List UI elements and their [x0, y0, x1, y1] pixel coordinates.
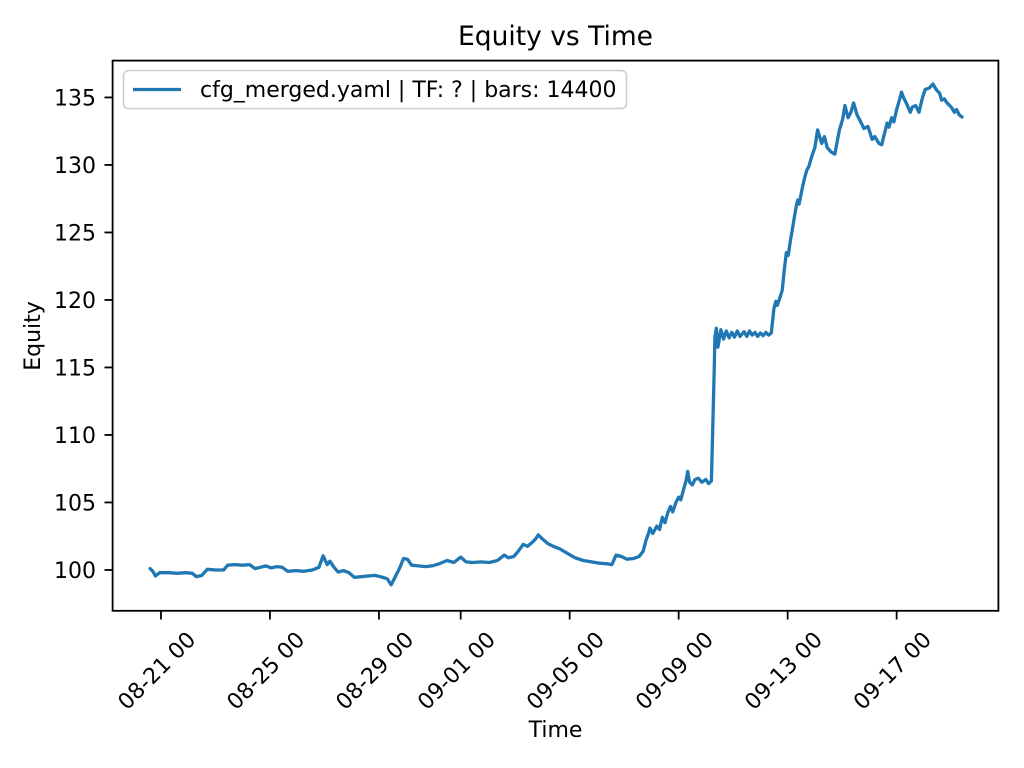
y-tick-label: 125 [54, 221, 96, 246]
y-axis-label: Equity [21, 301, 46, 371]
x-tick-label: 08-29 00 [332, 628, 420, 716]
x-tick-label: 09-01 00 [413, 628, 501, 716]
legend: cfg_merged.yaml | TF: ? | bars: 14400 [122, 69, 628, 110]
x-tick-label: 08-25 00 [223, 628, 311, 716]
plot-border [111, 59, 1000, 612]
legend-label: cfg_merged.yaml | TF: ? | bars: 14400 [200, 78, 617, 103]
y-tick-label: 110 [54, 424, 96, 449]
legend-box [122, 69, 628, 110]
y-tick-label: 100 [54, 559, 96, 584]
x-tick-label: 08-21 00 [114, 628, 202, 716]
x-tick-label: 09-13 00 [740, 628, 828, 716]
x-tick-label: 09-09 00 [631, 628, 719, 716]
y-tick-label: 115 [54, 356, 96, 381]
x-axis-label: Time [528, 718, 583, 743]
y-tick-label: 120 [54, 289, 96, 314]
chart-title: Equity vs Time [458, 21, 653, 52]
equity-line-series [148, 82, 964, 587]
y-tick-label: 135 [54, 86, 96, 111]
y-axis-ticks: 100 105 110 115 120 125 130 135 [54, 86, 113, 584]
x-tick-label: 09-17 00 [849, 628, 937, 716]
y-tick-label: 130 [54, 154, 96, 179]
x-tick-label: 09-05 00 [522, 628, 610, 716]
y-tick-label: 105 [54, 491, 96, 516]
